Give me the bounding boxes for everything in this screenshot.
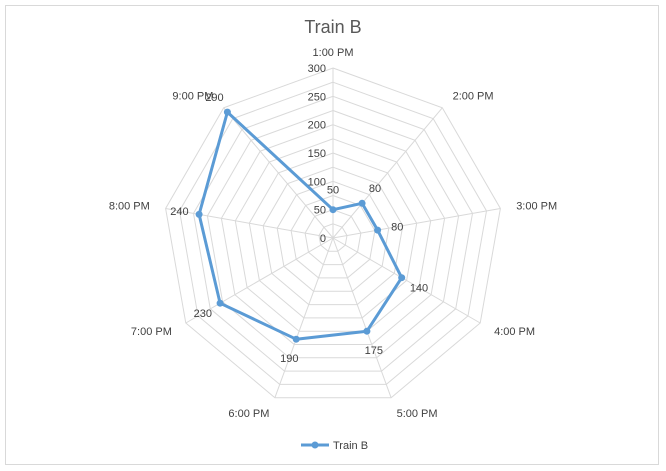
data-point <box>358 199 366 207</box>
radial-tick-label: 200 <box>308 120 326 132</box>
data-point <box>329 206 337 214</box>
grid-spoke <box>223 107 334 239</box>
radial-tick-label: 150 <box>308 148 326 160</box>
grid-ring <box>178 81 488 385</box>
category-label: 2:00 PM <box>453 91 494 103</box>
data-label: 175 <box>365 345 383 357</box>
radar-grid <box>165 67 501 399</box>
category-label: 5:00 PM <box>397 408 438 420</box>
data-label: 140 <box>410 283 428 295</box>
legend: Train B <box>301 440 368 452</box>
data-point <box>223 108 231 116</box>
grid-ring <box>220 124 446 345</box>
grid-spoke <box>332 237 481 324</box>
radial-tick-label: 0 <box>320 233 326 245</box>
data-labels: 50 80 80 140 175 190 230 240 290 <box>170 92 428 365</box>
grid-ring <box>262 166 404 306</box>
radial-tick-label: 100 <box>308 176 326 188</box>
category-labels: 1:00 PM 2:00 PM 3:00 PM 4:00 PM 5:00 PM 6:00 … <box>109 47 557 420</box>
category-label: 8:00 PM <box>109 201 150 213</box>
data-point <box>398 274 406 282</box>
data-label: 240 <box>170 206 188 218</box>
chart-area <box>5 5 659 465</box>
grid-ring <box>206 109 460 359</box>
data-label: 80 <box>391 222 403 234</box>
data-label: 190 <box>280 353 298 365</box>
grid-ring <box>318 223 348 252</box>
grid-spoke <box>332 237 392 398</box>
category-label: 1:00 PM <box>313 47 354 59</box>
category-label: 9:00 PM <box>172 91 213 103</box>
data-label: 230 <box>194 308 212 320</box>
legend-label: Train B <box>333 440 368 452</box>
data-label: 80 <box>369 183 381 195</box>
data-point <box>216 299 224 307</box>
data-point <box>374 226 382 234</box>
category-label: 3:00 PM <box>516 201 557 213</box>
data-point <box>195 210 203 218</box>
data-label: 290 <box>205 92 223 104</box>
grid-ring <box>304 209 362 266</box>
radial-tick-label: 250 <box>308 91 326 103</box>
grid-spoke <box>185 237 334 324</box>
grid-ring <box>165 67 501 399</box>
legend-point-marker <box>311 441 319 449</box>
grid-ring <box>234 138 432 332</box>
data-point <box>292 335 300 343</box>
radial-tick-label: 50 <box>314 205 326 217</box>
grid-ring <box>290 194 376 279</box>
data-label: 50 <box>327 185 339 197</box>
category-label: 6:00 PM <box>228 408 269 420</box>
grid-ring <box>192 95 474 372</box>
category-label: 7:00 PM <box>131 326 172 338</box>
grid-spoke <box>332 208 501 239</box>
chart-title: Train B <box>304 17 361 37</box>
data-point <box>363 327 371 335</box>
series-train-b <box>195 108 406 343</box>
grid-ring <box>248 152 418 319</box>
category-label: 4:00 PM <box>494 326 535 338</box>
radial-tick-label: 300 <box>308 63 326 75</box>
grid-spoke <box>332 107 443 239</box>
grid-ring <box>276 180 390 292</box>
radial-tick-labels: 0 50 100 150 200 250 300 <box>308 63 326 245</box>
grid-spoke <box>165 208 334 239</box>
grid-spoke <box>274 237 334 398</box>
series-line <box>197 110 404 341</box>
